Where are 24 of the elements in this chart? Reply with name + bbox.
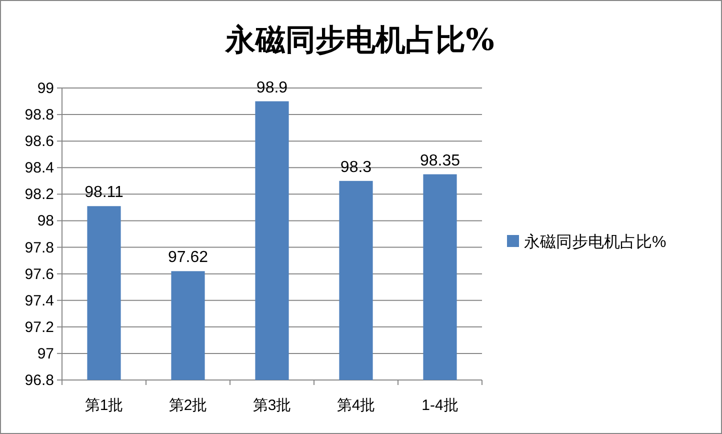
data-label: 98.3 [340,158,372,176]
y-tick-label: 97 [37,345,54,362]
y-tick-label: 98.8 [24,106,54,124]
y-tick-label: 96.8 [24,372,54,389]
x-tick-label: 1-4批 [422,397,458,414]
y-tick-label: 97.8 [24,239,54,256]
data-label: 98.11 [84,184,124,202]
y-tick-label: 97.4 [24,292,54,310]
y-tick-label: 99 [37,80,54,97]
y-tick-label: 98.2 [24,186,54,204]
legend-label: 永磁同步电机占比% [524,233,666,251]
x-tick-label: 第3批 [252,397,292,414]
data-label: 98.35 [420,152,460,170]
y-tick-label: 98 [37,212,54,230]
x-tick-label: 第1批 [84,397,124,414]
y-tick-label: 97.6 [24,266,54,283]
y-tick-label: 98.4 [24,160,54,177]
data-label: 97.62 [168,249,208,266]
chart-title: 永磁同步电机占比% [224,23,494,58]
x-tick-label: 第4批 [336,397,376,414]
data-label: 98.9 [256,79,288,96]
y-tick-label: 97.2 [24,318,54,336]
y-tick-label: 98.6 [24,133,54,150]
x-tick-label: 第2批 [168,397,208,414]
